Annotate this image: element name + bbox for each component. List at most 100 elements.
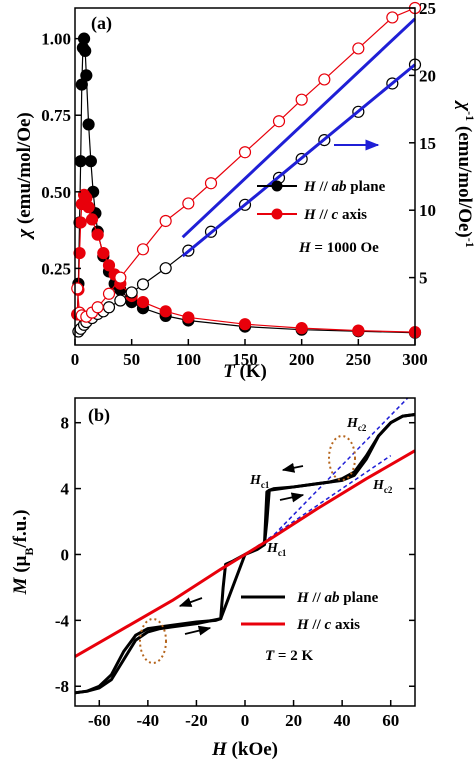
data-point-a1-9 [91, 228, 104, 241]
data-point-a3-12 [238, 146, 252, 159]
data-point-a1-8 [85, 213, 99, 226]
a-ytick-right-label-3: 20 [419, 66, 436, 85]
a-ytick-left-label-2: 0.75 [41, 106, 71, 125]
label-hc1-upper: Hc1 [249, 473, 270, 490]
b-ytick-label-2: 0 [61, 545, 70, 564]
data-point-a3-14 [295, 93, 308, 106]
legend-b-c-label: H // c axis [296, 617, 360, 633]
panel-a-x-axis-title: T (K) [223, 361, 267, 382]
panel-a-label: (a) [91, 13, 112, 34]
data-point-a0-10 [84, 155, 97, 168]
b-ytick-label-1: -4 [55, 611, 70, 630]
a-ytick-right-label-0: 5 [419, 269, 428, 288]
panel-a-field-annotation: H = 1000 Oe [298, 240, 379, 256]
panel-a-magnetic-susceptibility: 0 50 100 150 200 250 300 0.25 0.50 0.75 1.00 5 10 15 2… [14, 0, 474, 382]
fit-line-4 [181, 63, 416, 258]
data-point-a1-15 [136, 296, 150, 309]
data-point-a0-9 [82, 118, 95, 131]
panel-a-legend: H // ab plane H // c axis H = 1000 Oe [257, 179, 386, 256]
data-point-a3-15 [318, 73, 331, 86]
panel-a-ticks: 0 50 100 150 200 250 300 0.25 0.50 0.75 1.00 5 10 15 2… [41, 0, 436, 369]
upper-hysteresis-circle [328, 435, 356, 481]
sweep-arrow-lower-left [178, 597, 203, 607]
data-point-a1-19 [295, 322, 308, 335]
data-point-a1-18 [238, 318, 252, 331]
series-line-1 [76, 193, 416, 333]
sweep-arrow-lower-right [184, 625, 212, 636]
panel-a-data-layer [71, 1, 422, 339]
label-hc2-lower: Hc2 [372, 478, 393, 495]
panel-b-legend: H // ab plane H // c axis T = 2 K [241, 590, 379, 664]
data-point-a3-10 [182, 197, 195, 210]
label-hc1-lower: Hc1 [266, 541, 287, 558]
b-xtick-label-1: -40 [137, 711, 160, 730]
lower-hysteresis-circle [139, 618, 167, 664]
b-xtick-label-2: -20 [185, 711, 208, 730]
data-point-a2-7 [102, 301, 116, 314]
a-ytick-right-label-4: 25 [419, 0, 436, 18]
legend-c-label: H // c axis [303, 207, 367, 223]
legend-ab-label: H // ab plane [303, 179, 386, 195]
data-point-a3-16 [352, 42, 365, 55]
b-series-line-2 [74, 449, 416, 658]
legend-c-marker [271, 208, 283, 220]
a-xtick-label-0: 0 [71, 350, 80, 369]
b-ytick-label-4: 8 [61, 414, 70, 433]
series-line-3 [76, 7, 416, 318]
data-point-a2-8 [114, 294, 127, 307]
data-point-a0-7 [79, 44, 92, 57]
data-point-a1-16 [159, 305, 172, 318]
panel-b-data-layer [74, 397, 416, 695]
data-point-a3-11 [204, 177, 218, 190]
panel-b-temperature-annotation: T = 2 K [265, 648, 313, 664]
data-point-a3-5 [91, 301, 104, 314]
data-point-a3-6 [102, 287, 116, 300]
b-ytick-label-0: -8 [55, 677, 69, 696]
b-xtick-label-5: 40 [334, 711, 351, 730]
a-xtick-label-1: 50 [123, 350, 140, 369]
data-point-a3-9 [159, 214, 172, 228]
data-point-a0-3 [74, 155, 87, 168]
legend-b-ab-label: H // ab plane [296, 590, 379, 606]
b-xtick-label-3: 0 [241, 711, 250, 730]
data-point-a1-3 [74, 216, 87, 229]
panel-b-y-axis-title: M (μB/f.u.) [10, 510, 36, 596]
data-point-a0-8 [80, 69, 93, 82]
panel-b-label: (b) [88, 405, 110, 426]
a-ytick-right-label-1: 10 [419, 201, 436, 220]
sweep-arrow-upper-left [281, 462, 304, 473]
legend-ab-marker [271, 180, 283, 192]
sweep-arrow-upper-right [279, 492, 305, 503]
a-xtick-label-3: 150 [232, 350, 258, 369]
fit-line-5 [181, 17, 417, 239]
data-point-a1-10 [97, 246, 110, 260]
data-point-a3-7 [114, 271, 127, 284]
data-point-a3-13 [272, 115, 286, 128]
a-xtick-label-6: 300 [402, 350, 428, 369]
b-xtick-label-0: -60 [88, 711, 111, 730]
a-ytick-left-label-1: 0.50 [41, 183, 71, 202]
panel-a-right-axis-title: χ-1 (emu/mol/Oe)-1 [454, 99, 474, 247]
a-xtick-label-2: 100 [176, 350, 202, 369]
a-ytick-right-label-2: 15 [419, 134, 436, 153]
data-point-a1-17 [182, 311, 195, 324]
guide-line-1 [263, 397, 409, 546]
data-point-a3-17 [386, 11, 399, 24]
data-point-a1-2 [73, 246, 86, 260]
b-ytick-label-3: 4 [61, 480, 70, 499]
data-point-a1-7 [82, 201, 95, 214]
data-point-a3-8 [136, 243, 150, 256]
b-xtick-label-4: 20 [285, 711, 302, 730]
panel-a-left-axis-title: χ (emu/mol/Oe) [14, 112, 35, 240]
a-ytick-left-label-3: 1.00 [41, 30, 71, 49]
a-xtick-label-4: 200 [289, 350, 315, 369]
data-point-a2-10 [136, 278, 150, 291]
label-hc2-upper: Hc2 [346, 416, 367, 433]
b-xtick-label-6: 60 [382, 711, 399, 730]
a-xtick-label-5: 250 [346, 350, 372, 369]
data-point-a2-11 [159, 262, 172, 275]
data-point-a3-0 [71, 282, 84, 295]
